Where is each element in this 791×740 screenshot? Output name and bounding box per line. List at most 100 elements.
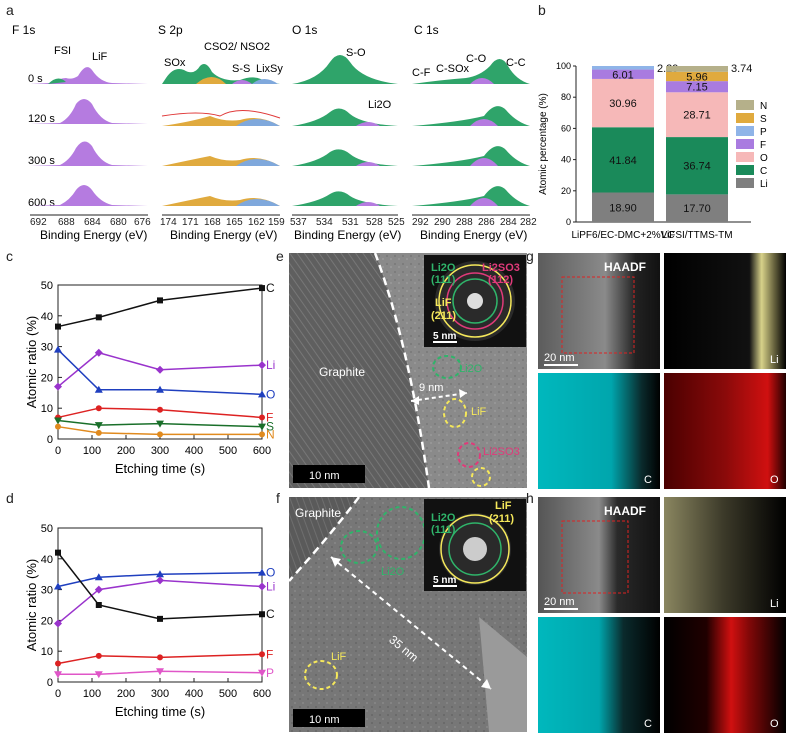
data-point-n <box>259 431 265 438</box>
bar-value-label: 30.96 <box>609 98 637 110</box>
bar-value-label: 6.01 <box>612 69 633 81</box>
data-point-li <box>54 382 62 391</box>
y-tick-label: 60 <box>561 123 571 133</box>
series-line-s <box>57 419 263 428</box>
series-label-c: C <box>266 281 275 295</box>
fft-f-scale: 5 nm <box>433 575 456 586</box>
data-point-s <box>54 417 62 425</box>
fft-f-lif-hkl: (211) <box>489 513 514 525</box>
xps-tick: 171 <box>182 217 199 228</box>
xps-tick: 534 <box>316 217 333 228</box>
y-tick-label: 40 <box>41 554 53 566</box>
x-tick-label: 400 <box>185 688 203 700</box>
panel-label-c: c <box>6 248 13 264</box>
series-line-n <box>57 425 262 436</box>
xps-tick: 286 <box>478 217 495 228</box>
xps-tick: 284 <box>500 217 517 228</box>
xps-tick: 692 <box>30 217 47 228</box>
xps-label-cc: C-C <box>506 57 526 69</box>
legend-swatch-p <box>736 126 754 136</box>
data-point-f <box>157 654 163 661</box>
x-tick-label: 400 <box>185 445 203 457</box>
bar-segment-o <box>592 78 654 128</box>
xps-label-cso2: CSO2/ NSO2 <box>204 41 270 53</box>
bar-segment-n <box>666 66 728 72</box>
xps-label-cf: C-F <box>412 67 431 79</box>
x-tick-label: 600 <box>253 688 271 700</box>
y-tick-label: 30 <box>41 585 53 597</box>
x-tick-label: 0 <box>55 688 61 700</box>
xps-o1s-spectra: S-O Li2O <box>292 47 398 216</box>
tem-overlay-f: Graphite Li2O Li2O (111) LiF (211) 5 nm … <box>289 497 527 732</box>
eds-g-c: C <box>644 474 652 486</box>
xps-tick: 165 <box>226 217 243 228</box>
y-tick-label: 80 <box>561 92 571 102</box>
bar-segment-c <box>592 127 654 193</box>
fft-f-li2o-hkl: (111) <box>431 524 456 536</box>
y-tick-label: 50 <box>41 523 53 535</box>
legend-label-p: P <box>760 127 767 138</box>
data-point-o <box>94 385 103 393</box>
xps-label-ss: S-S <box>232 63 250 75</box>
legend-label-f: F <box>760 140 766 151</box>
x-tick-label: 600 <box>253 445 271 457</box>
xps-tick: 290 <box>434 217 451 228</box>
tem-overlay-e: Graphite Li2O (111) Li2SO3 (112) LiF (21… <box>289 253 527 488</box>
data-point-f <box>95 652 102 659</box>
data-point-p <box>54 671 62 679</box>
tem-f-lif-label: LiF <box>331 651 347 663</box>
eds-h-scale: 20 nm <box>544 596 575 608</box>
xps-tick: 168 <box>204 217 221 228</box>
bar-segment-f <box>592 69 654 79</box>
data-point-f <box>259 414 265 421</box>
y-tick-label: 20 <box>41 372 53 384</box>
bar-segment-o <box>666 92 728 138</box>
y-tick-label: 30 <box>41 342 53 354</box>
data-point-c <box>157 615 163 622</box>
fft-e-scale: 5 nm <box>433 331 456 342</box>
xps-title-s2p: S 2p <box>158 23 183 37</box>
xps-tick: 531 <box>342 217 359 228</box>
x-tick-label: 300 <box>151 445 169 457</box>
data-point-o <box>54 582 62 590</box>
legend-swatch-c <box>736 165 754 175</box>
panel-label-h: h <box>526 490 534 506</box>
series-line-c <box>57 287 263 328</box>
eds-h-li: Li <box>770 598 779 610</box>
xps-tick: 676 <box>134 217 151 228</box>
eds-h-haadf: HAADF <box>604 504 646 518</box>
panel-label-b: b <box>538 2 546 18</box>
x-tick-label: 100 <box>83 688 101 700</box>
y-tick-label: 0 <box>566 217 571 227</box>
bar-value-label: 17.70 <box>683 203 711 215</box>
data-point-c <box>95 602 102 608</box>
xps-tick: 174 <box>160 217 177 228</box>
xps-c1s-spectra: C-F C-SOx C-O C-C <box>412 53 530 216</box>
data-point-c <box>259 611 265 618</box>
xps-tick: 282 <box>520 217 537 228</box>
bar-segment-li <box>666 194 728 222</box>
series-label-o: O <box>266 566 275 580</box>
data-point-li <box>258 361 266 370</box>
data-point-li <box>94 585 103 594</box>
bar-segment-f <box>666 81 728 93</box>
xps-label-so: S-O <box>346 47 366 59</box>
xps-tick: 528 <box>366 217 383 228</box>
data-point-s <box>94 422 103 430</box>
x-tick-label: 500 <box>219 688 237 700</box>
data-point-li <box>156 576 164 585</box>
x-tick-label: 500 <box>219 445 237 457</box>
series-label-li: Li <box>266 580 275 594</box>
xps-tick: 292 <box>412 217 429 228</box>
xps-time-0: 0 s <box>28 73 43 85</box>
tem-image-f: Graphite Li2O Li2O (111) LiF (211) 5 nm … <box>289 497 527 732</box>
y-tick-label: 20 <box>41 615 53 627</box>
eds-overlay-h: HAADF 20 nm Li C O <box>538 497 786 733</box>
xps-label-lixsy: LixSy <box>256 63 283 75</box>
data-point-c <box>157 297 163 304</box>
fft-e-li2so3-hkl: (112) <box>488 274 513 286</box>
fft-e-li2o-hkl: (111) <box>431 274 456 286</box>
data-point-s <box>156 420 164 428</box>
data-point-o <box>54 345 62 353</box>
